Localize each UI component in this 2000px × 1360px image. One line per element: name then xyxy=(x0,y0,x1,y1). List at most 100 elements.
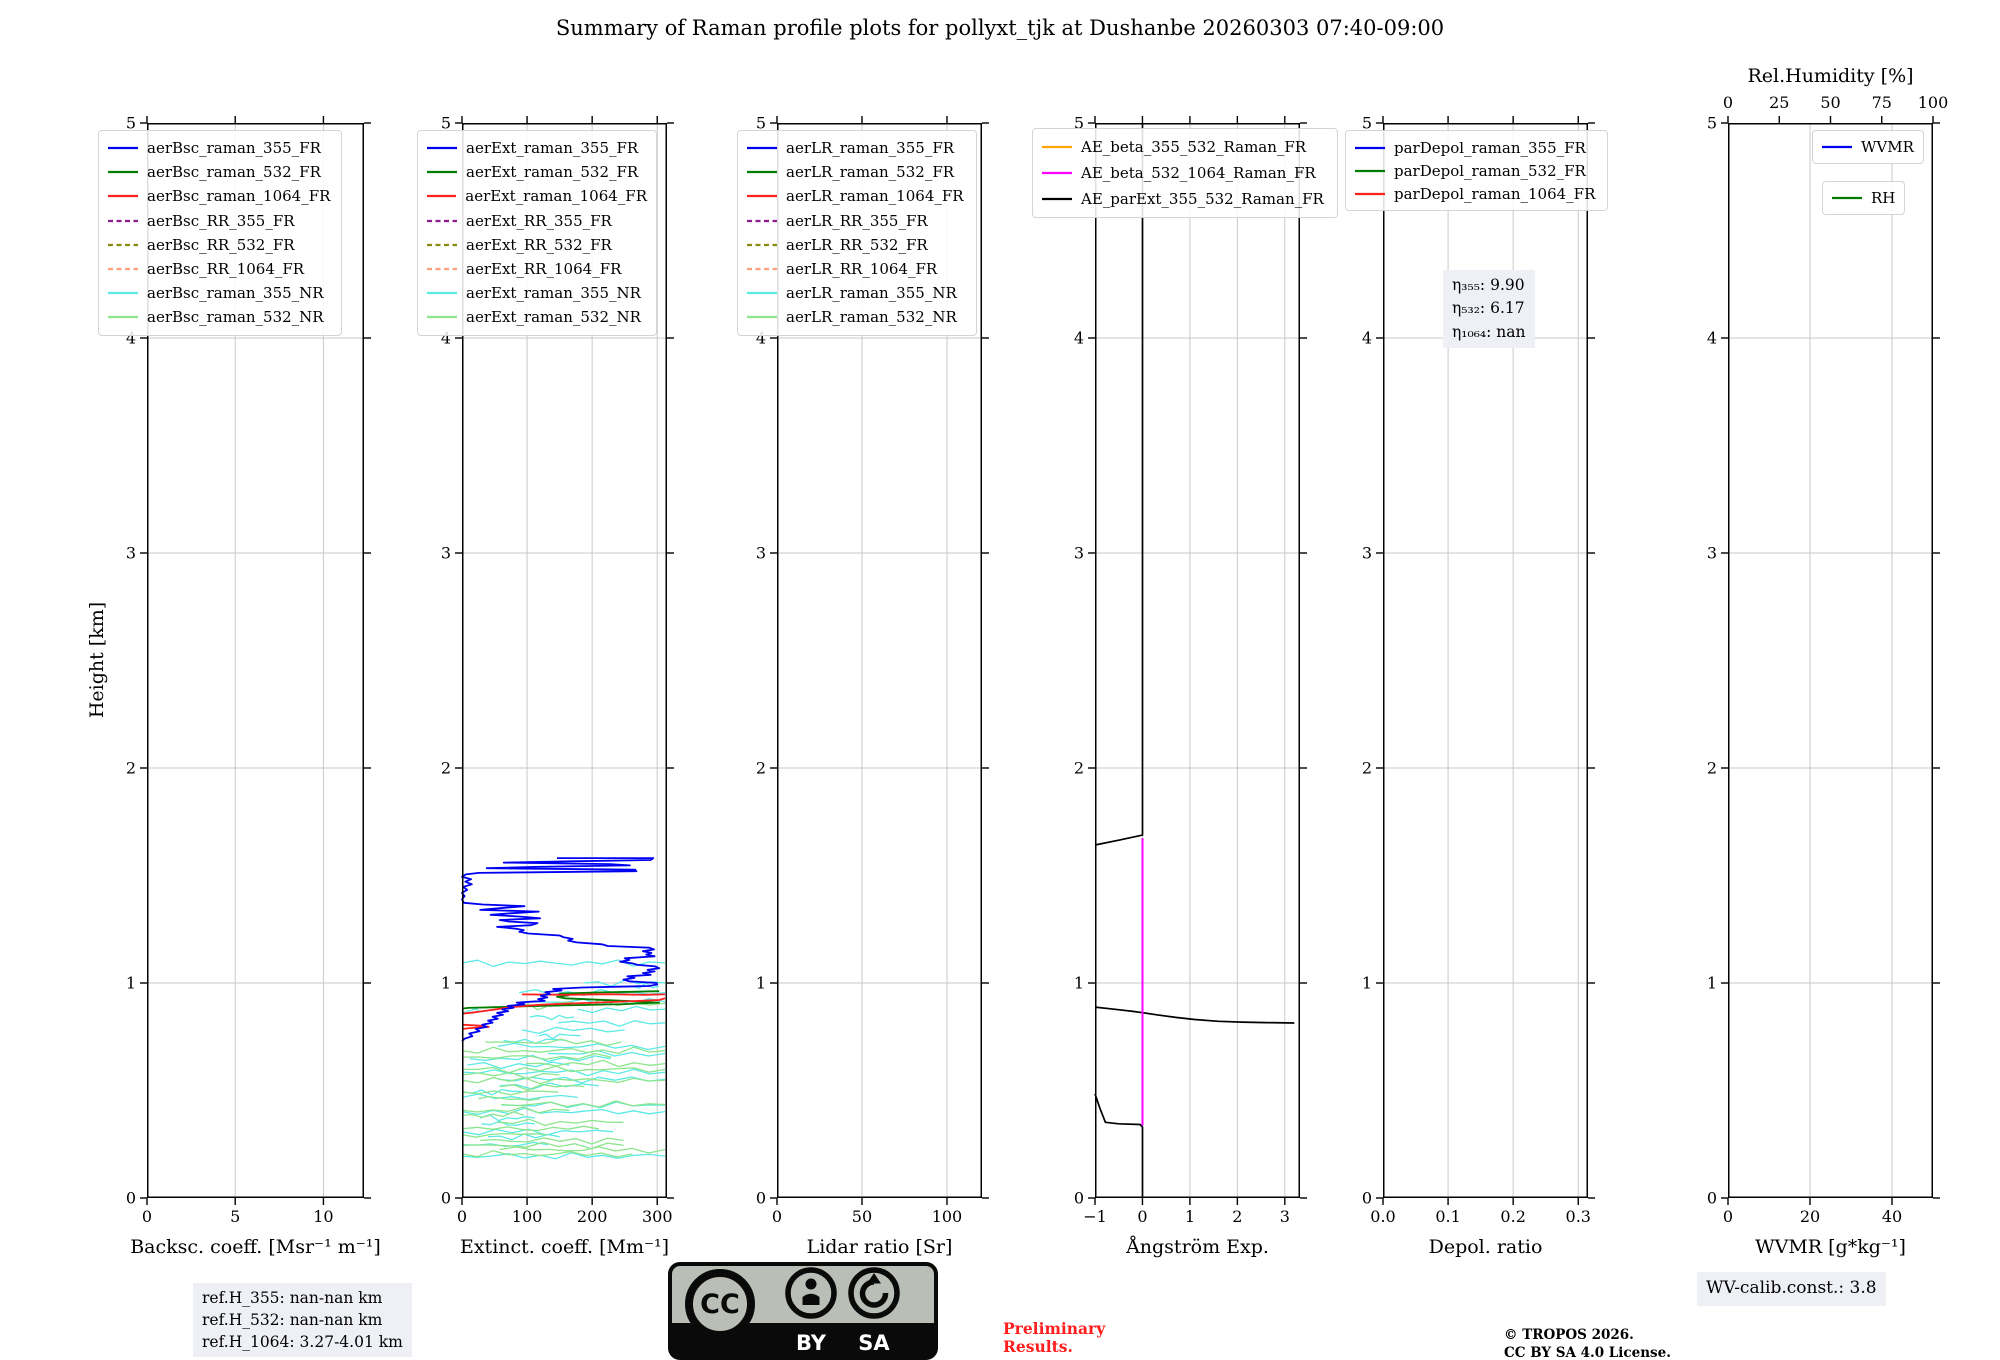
legend-label: aerBsc_raman_355_FR xyxy=(147,139,321,158)
top-tick-label: 0 xyxy=(1722,93,1734,112)
legend-label: aerBsc_RR_1064_FR xyxy=(147,260,305,279)
legend-label: AE_parExt_355_532_Raman_FR xyxy=(1081,190,1324,208)
legend-item: aerLR_RR_1064_FR xyxy=(747,257,967,281)
y-tick-label: 2 xyxy=(1361,758,1372,778)
y-tick-label: 5 xyxy=(1361,113,1372,133)
plot-area xyxy=(1376,116,1595,1205)
legend-label: aerBsc_RR_355_FR xyxy=(147,211,295,230)
series-aerExt_raman_1064_FR xyxy=(461,1023,490,1030)
legend-line-sample xyxy=(108,171,138,174)
legend-item: aerBsc_RR_1064_FR xyxy=(108,257,332,281)
plot-area xyxy=(1721,116,1940,1205)
series-aerExt_raman_532_NR xyxy=(525,1059,666,1068)
y-tick-label: 2 xyxy=(1706,758,1717,778)
legend-label: aerBsc_raman_532_NR xyxy=(147,308,324,327)
series-aerExt_raman_355_NR xyxy=(497,1042,666,1051)
legend-angstroem: AE_beta_355_532_Raman_FR AE_beta_532_1064… xyxy=(1032,128,1338,218)
ref-h-532: ref.H_532: nan-nan km xyxy=(202,1311,383,1329)
series-aerExt_raman_532_NR xyxy=(461,1052,612,1060)
legend-line-sample xyxy=(747,267,777,271)
y-tick-label: 5 xyxy=(755,113,766,133)
legend-item: aerLR_raman_355_FR xyxy=(747,136,967,160)
series-aerExt_raman_532_NR xyxy=(461,1132,548,1138)
series-aerExt_raman_355_NR xyxy=(463,1068,666,1077)
y-tick-label: 4 xyxy=(1706,328,1717,348)
series-aerExt_raman_532_NR xyxy=(461,1090,559,1096)
panel-lidar-ratio: 0 50 100 0 1 2 3 4 5 Lidar ratio [Sr] aerLR_raman_… xyxy=(737,114,989,1258)
legend-item: AE_parExt_355_532_Raman_FR xyxy=(1042,186,1328,212)
legend-line-sample xyxy=(427,195,457,198)
y-tick-label: 4 xyxy=(755,328,766,348)
legend-line-sample xyxy=(1355,192,1385,195)
x-tick-label: 20 xyxy=(1799,1207,1821,1226)
series-aerExt_raman_532_NR xyxy=(461,1106,570,1114)
series-aerExt_raman_1064_FR xyxy=(461,997,666,1015)
series-aerExt_raman_532_NR xyxy=(497,1118,624,1127)
legend-item: parDepol_raman_532_FR xyxy=(1355,159,1598,182)
legend-label: aerLR_RR_532_FR xyxy=(786,235,928,254)
figure-title: Summary of Raman profile plots for polly… xyxy=(555,16,1445,40)
eta-532: η₅₃₂: 6.17 xyxy=(1452,299,1525,318)
panel-backscatter: 0 5 10 0 1 2 3 4 5 Backsc. coeff. [Msr⁻¹ m⁻¹] aerB… xyxy=(98,114,381,1258)
legend-label: aerBsc_raman_1064_FR xyxy=(147,187,331,206)
y-tick-label: 1 xyxy=(1706,973,1717,993)
panel-angstroem: −1 0 1 2 3 0 1 2 3 4 5 Ångström Exp. AE_beta_355_532… xyxy=(1032,114,1338,1258)
series-aerExt_raman_532_NR xyxy=(499,1083,585,1091)
x-axis-label-wvmr: WVMR [g*kg⁻¹] xyxy=(1755,1236,1906,1258)
top-tick-label: 50 xyxy=(1820,93,1841,112)
plot-area xyxy=(455,116,674,1205)
legend-line-sample xyxy=(747,195,777,198)
legend-label: AE_beta_355_532_Raman_FR xyxy=(1081,138,1307,156)
legend-item: aerBsc_raman_355_NR xyxy=(108,281,332,305)
x-tick-label: 0 xyxy=(771,1207,783,1226)
y-tick-label: 3 xyxy=(1073,543,1084,563)
x-tick-label: 50 xyxy=(851,1207,873,1226)
y-tick-label: 0 xyxy=(440,1188,451,1208)
legend-line-sample xyxy=(747,171,777,174)
legend-item: parDepol_raman_355_FR xyxy=(1355,136,1598,159)
plot-area xyxy=(1088,116,1307,1205)
y-tick-label: 2 xyxy=(125,758,136,778)
series-aerExt_raman_532_NR xyxy=(461,1111,525,1119)
svg-text:BY: BY xyxy=(796,1331,827,1355)
y-tick-label: 5 xyxy=(125,113,136,133)
top-tick-label: 25 xyxy=(1769,93,1790,112)
y-tick-label: 0 xyxy=(1706,1188,1717,1208)
x-axis-label-lidar-ratio: Lidar ratio [Sr] xyxy=(806,1236,953,1258)
legend-label: aerExt_RR_1064_FR xyxy=(466,260,622,279)
legend-label: aerBsc_RR_532_FR xyxy=(147,235,295,254)
legend-line-sample xyxy=(108,292,138,295)
legend-label: parDepol_raman_355_FR xyxy=(1394,138,1586,157)
legend-label: aerLR_raman_1064_FR xyxy=(786,187,964,206)
x-tick-label: 2 xyxy=(1232,1207,1243,1226)
x-tick-label: 3 xyxy=(1279,1207,1290,1226)
depol-eta-annotation: η₃₅₅: 9.90 η₅₃₂: 6.17 η₁₀₆₄: nan xyxy=(1443,270,1535,348)
legend-item: AE_beta_532_1064_Raman_FR xyxy=(1042,160,1328,186)
legend-label: aerExt_raman_1064_FR xyxy=(465,187,647,206)
series-aerExt_raman_532_NR xyxy=(461,1071,560,1080)
series-AE_parExt_355_532_Raman_FR xyxy=(1094,1006,1295,1024)
tropos-copyright: © TROPOS 2026. CC BY SA 4.0 License. xyxy=(1504,1327,1671,1360)
y-tick-label: 1 xyxy=(125,973,136,993)
x-axis-label-depol-ratio: Depol. ratio xyxy=(1428,1236,1543,1258)
by-person-icon xyxy=(785,1267,837,1319)
legend-label: aerLR_raman_532_NR xyxy=(786,308,957,327)
legend-label: aerLR_raman_532_FR xyxy=(786,163,955,182)
eta-1064: η₁₀₆₄: nan xyxy=(1452,322,1526,341)
legend-item: aerExt_RR_355_FR xyxy=(427,209,647,233)
legend-label: parDepol_raman_532_FR xyxy=(1394,161,1586,180)
legend-line-sample xyxy=(427,316,457,319)
x-tick-label: 100 xyxy=(511,1207,543,1226)
series-aerExt_raman_355_NR xyxy=(558,1020,666,1027)
legend-label: aerBsc_raman_532_FR xyxy=(147,163,321,182)
legend-line-sample xyxy=(1822,145,1852,149)
legend-label: aerBsc_raman_355_NR xyxy=(147,284,324,303)
legend-label: aerExt_raman_532_FR xyxy=(466,163,639,182)
y-tick-label: 1 xyxy=(440,973,451,993)
legend-item: aerLR_raman_532_NR xyxy=(747,305,967,329)
legend-line-sample xyxy=(747,243,777,246)
legend-label: aerLR_raman_355_FR xyxy=(786,139,955,158)
series-aerExt_raman_355_NR xyxy=(529,1014,574,1021)
series-aerExt_raman_1064_FR xyxy=(521,993,666,996)
legend-line-sample xyxy=(1355,169,1385,172)
